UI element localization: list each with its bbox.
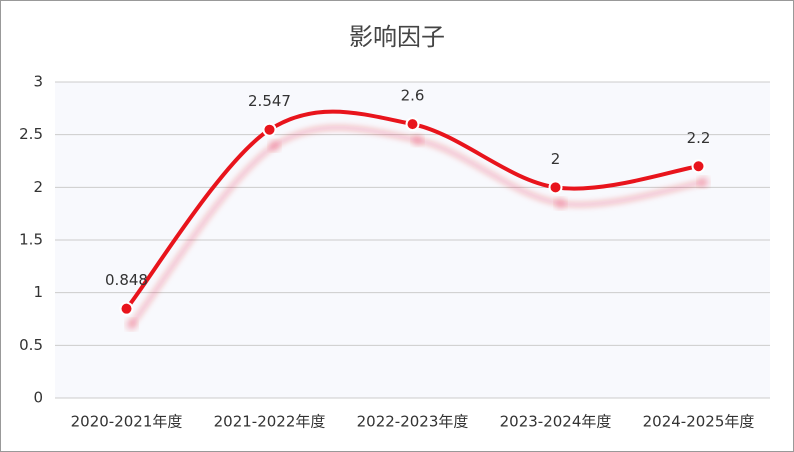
point-shadow (125, 318, 138, 331)
chart-title: 影响因子 (349, 23, 445, 51)
point (548, 180, 563, 195)
x-tick-label: 2022-2023年度 (357, 413, 469, 431)
point (405, 117, 420, 132)
data-label: 2 (551, 150, 561, 168)
y-tick-label: 2.5 (19, 125, 43, 143)
data-label: 2.6 (401, 87, 425, 105)
data-label: 0.848 (105, 271, 148, 289)
data-label: 2.2 (687, 129, 711, 147)
point-shadow (411, 134, 424, 147)
y-tick-label: 1 (33, 283, 43, 301)
y-tick-label: 0.5 (19, 336, 43, 354)
x-tick-label: 2023-2024年度 (500, 413, 612, 431)
point-shadow (697, 176, 710, 189)
y-tick-label: 1.5 (19, 231, 43, 249)
data-label: 2.547 (248, 92, 291, 110)
x-tick-label: 2024-2025年度 (643, 413, 755, 431)
y-tick-label: 2 (33, 178, 43, 196)
point-shadow (554, 197, 567, 210)
point-shadow (268, 139, 281, 152)
point (691, 159, 706, 174)
point (262, 122, 277, 137)
y-tick-label: 0 (33, 389, 43, 407)
point (119, 301, 134, 316)
x-tick-label: 2021-2022年度 (214, 413, 326, 431)
y-tick-label: 3 (33, 73, 43, 91)
x-tick-label: 2020-2021年度 (71, 413, 183, 431)
